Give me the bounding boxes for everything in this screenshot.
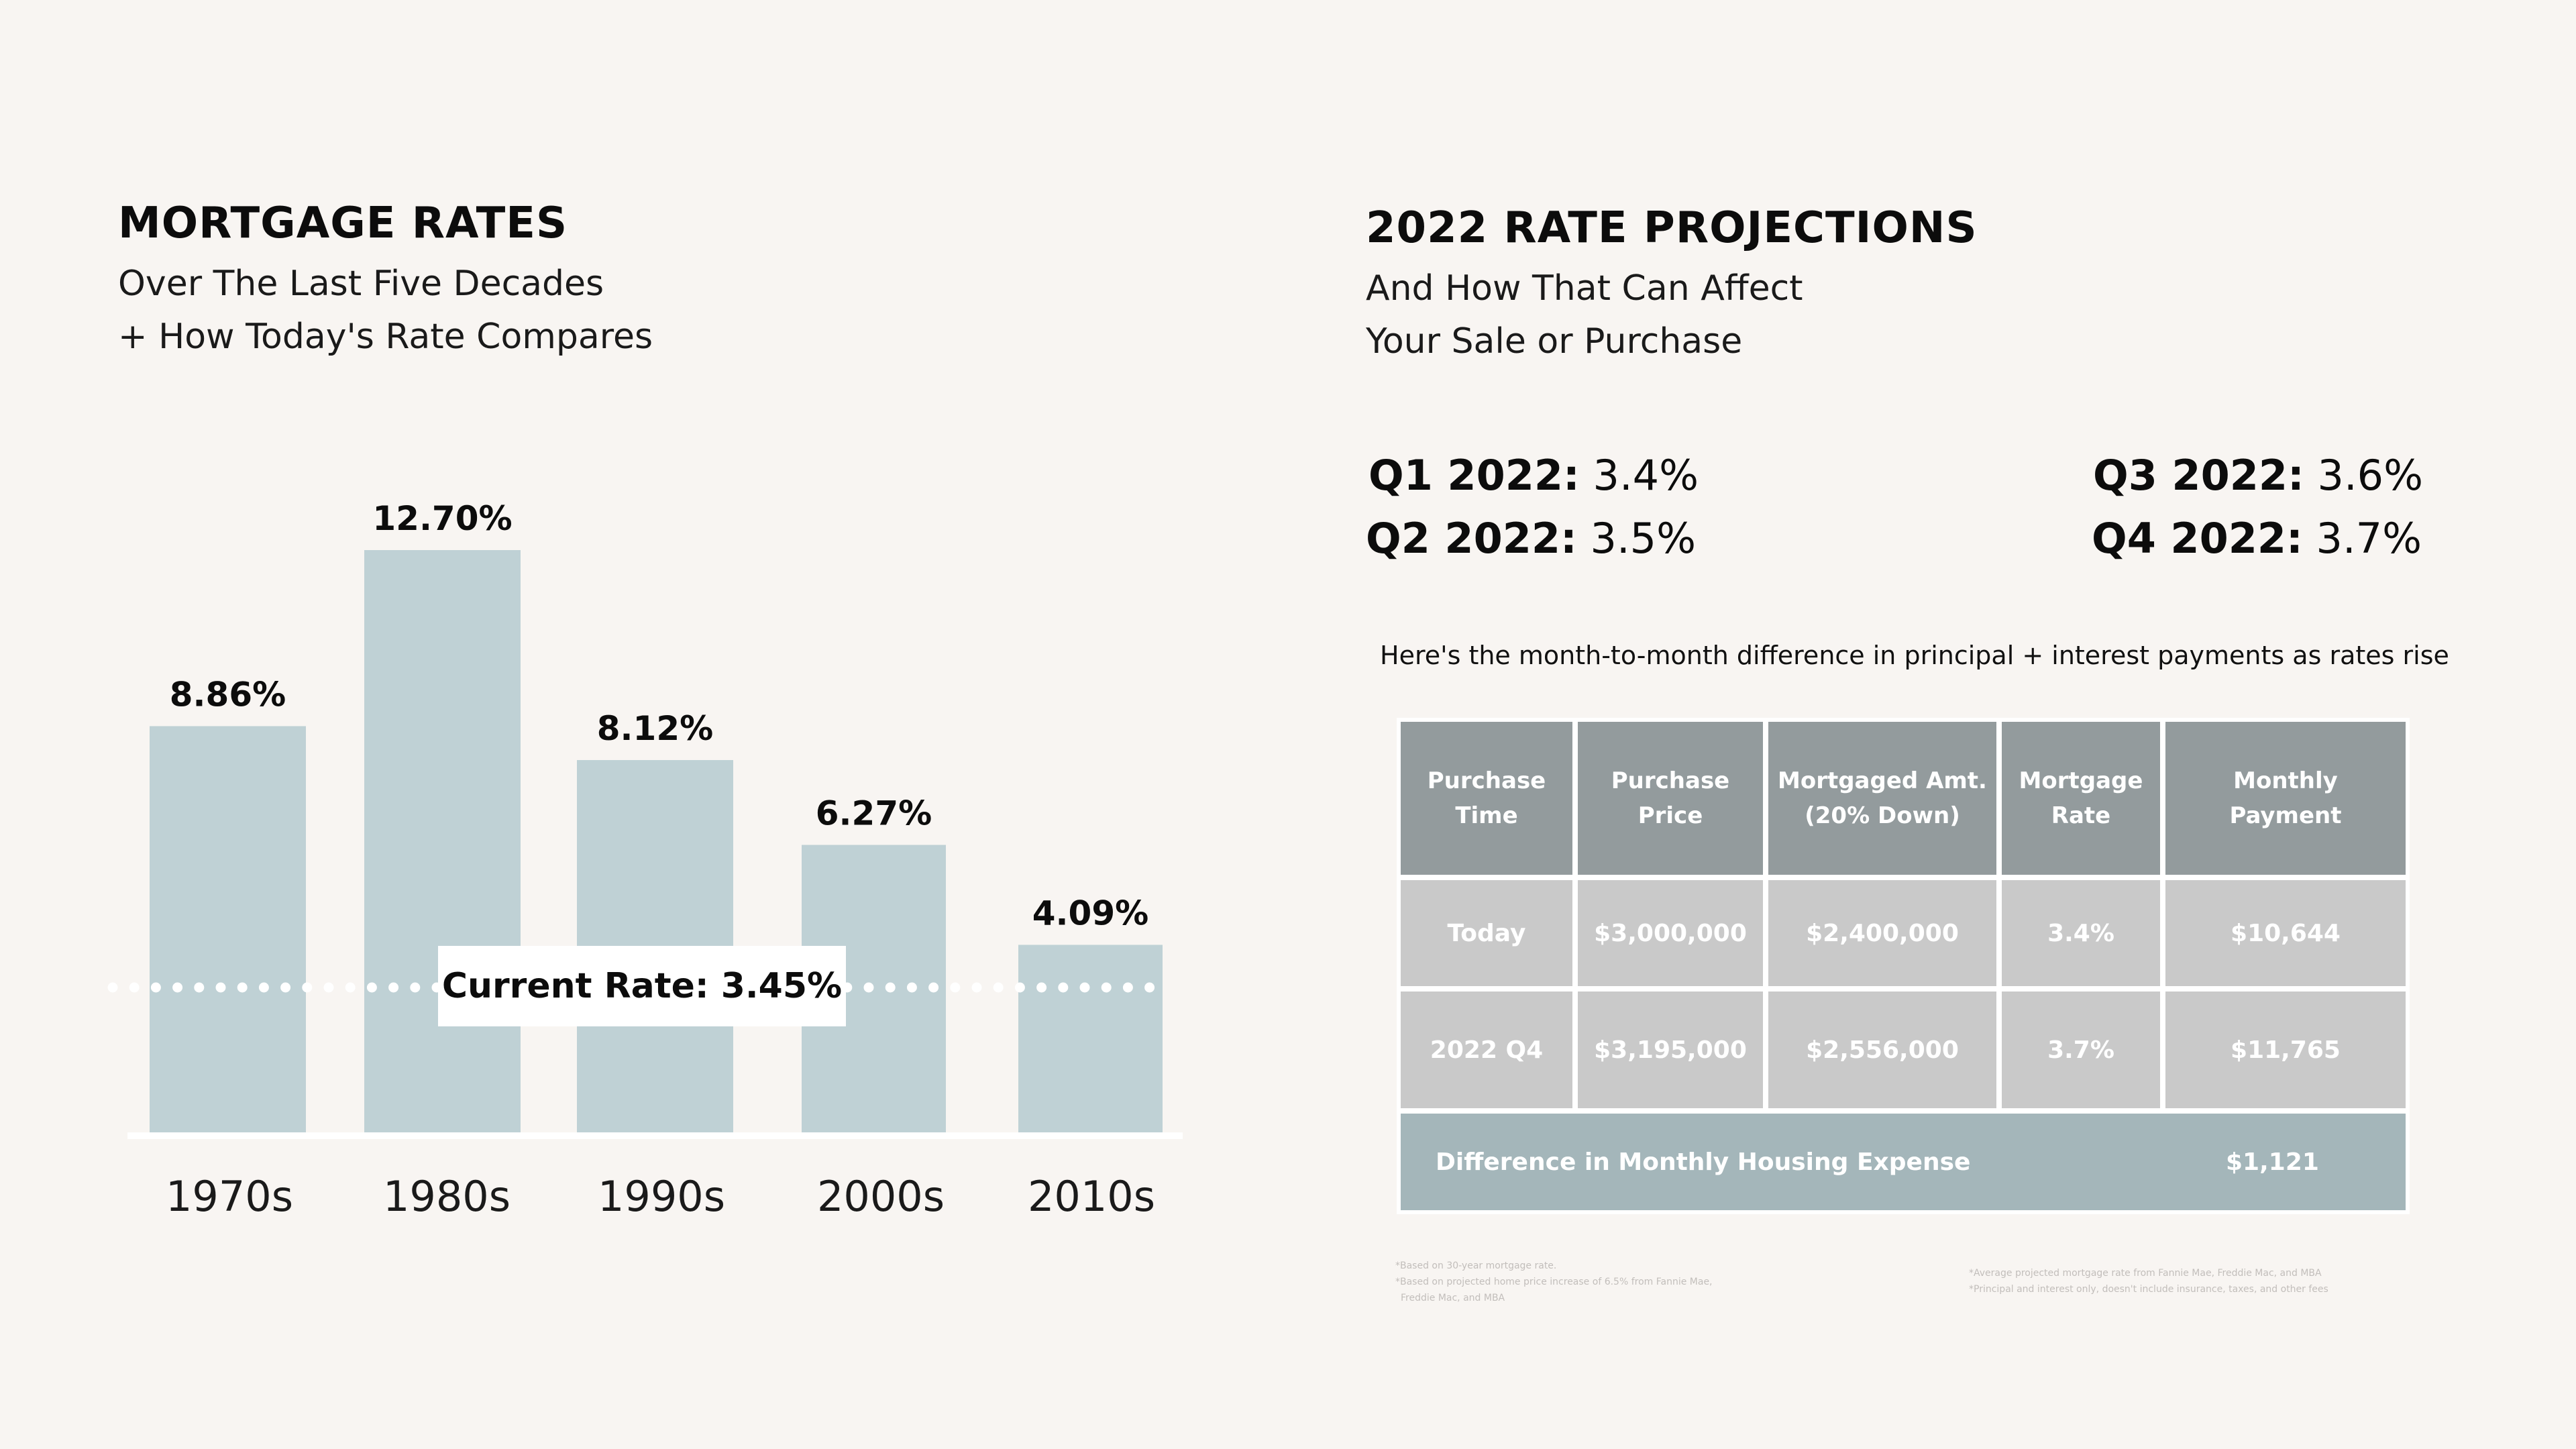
table-header-cell: Monthly Payment xyxy=(2165,722,2406,875)
difference-label: Difference in Monthly Housing Expense xyxy=(1436,1148,1971,1176)
table-header-cell: Purchase Price xyxy=(1578,722,1763,875)
table-header-cell: Purchase Time xyxy=(1401,722,1572,875)
projection-q2: Q2 2022: 3.5% xyxy=(1366,514,1697,563)
reference-line-dot xyxy=(1036,982,1047,993)
current-rate-label: Current Rate: 3.45% xyxy=(441,966,843,1006)
projection-q1: Q1 2022: 3.4% xyxy=(1368,451,1699,500)
table-intro: Here's the month-to-month difference in … xyxy=(1380,641,2449,670)
reference-line-dot xyxy=(302,982,313,993)
table-cell: $10,644 xyxy=(2165,880,2406,986)
bar-1980s xyxy=(364,550,521,1132)
category-label: 1980s xyxy=(383,1172,511,1221)
reference-line-dot xyxy=(237,982,248,993)
footnote: *Principal and interest only, doesn't in… xyxy=(1969,1284,2328,1295)
chart-title: MORTGAGE RATES xyxy=(118,199,568,248)
bar-chart: 8.86% 1970s 12.70% 1980s 8.12% 1990s 6.27% 2000… xyxy=(107,499,1183,1221)
difference-value: $1,121 xyxy=(2226,1148,2319,1176)
table-cell: 3.4% xyxy=(2002,880,2160,986)
bar-value-label: 6.27% xyxy=(816,794,932,833)
reference-line-dot xyxy=(345,982,356,993)
reference-line-dot xyxy=(863,982,874,993)
table-cell: Today xyxy=(1401,880,1572,986)
category-label: 1990s xyxy=(598,1172,725,1221)
table-header-cell: Mortgage Rate xyxy=(2002,722,2160,875)
projection-q4: Q4 2022: 3.7% xyxy=(2092,514,2422,563)
reference-line-dot xyxy=(410,982,421,993)
reference-line-dot xyxy=(172,982,183,993)
footnote: *Average projected mortgage rate from Fa… xyxy=(1969,1268,2322,1279)
reference-line-dot xyxy=(885,982,896,993)
payment-table: Purchase Time Purchase Price Mortgaged A… xyxy=(1397,718,2410,1214)
bar-2010s xyxy=(1018,945,1163,1132)
table-cell: $2,400,000 xyxy=(1768,880,1996,986)
footnote: *Based on 30-year mortgage rate. xyxy=(1395,1260,1557,1271)
reference-line-dot xyxy=(280,982,291,993)
table-cell: $11,765 xyxy=(2165,991,2406,1108)
projections-subtitle-line1: And How That Can Affect xyxy=(1366,268,1803,309)
bar-value-label: 8.12% xyxy=(597,709,713,748)
chart-subtitle-line2: + How Today's Rate Compares xyxy=(118,317,653,357)
current-rate-box: Current Rate: 3.45% xyxy=(438,946,846,1026)
reference-line-dot xyxy=(993,982,1004,993)
projections-title: 2022 RATE PROJECTIONS xyxy=(1366,203,1978,253)
table-cell: $3,195,000 xyxy=(1578,991,1763,1108)
reference-line-dot xyxy=(1058,982,1069,993)
difference-row: Difference in Monthly Housing Expense $1… xyxy=(1401,1114,2406,1210)
category-label: 1970s xyxy=(166,1172,293,1221)
reference-line-dot xyxy=(194,982,205,993)
reference-line-dot xyxy=(1079,982,1090,993)
reference-line-dot xyxy=(129,982,140,993)
category-label: 2010s xyxy=(1028,1172,1155,1221)
reference-line-dot xyxy=(928,982,939,993)
reference-line-dot xyxy=(150,982,161,993)
bar-1970s xyxy=(150,726,306,1132)
footnote: Freddie Mac, and MBA xyxy=(1401,1293,1505,1303)
reference-line-dot xyxy=(906,982,917,993)
reference-line-dot xyxy=(323,982,334,993)
reference-line-dot xyxy=(1122,982,1133,993)
bar-value-label: 4.09% xyxy=(1032,894,1148,932)
reference-line-dot xyxy=(366,982,377,993)
table-cell: 3.7% xyxy=(2002,991,2160,1108)
projection-q3: Q3 2022: 3.6% xyxy=(2093,451,2424,500)
reference-line-dot xyxy=(215,982,226,993)
footnotes-left: *Based on 30-year mortgage rate. *Based … xyxy=(1395,1258,1713,1306)
bar-value-label: 8.86% xyxy=(170,675,286,714)
table-cell: $3,000,000 xyxy=(1578,880,1763,986)
reference-line-dot xyxy=(1014,982,1025,993)
projections-subtitle-line2: Your Sale or Purchase xyxy=(1366,321,1743,362)
footnote: *Based on projected home price increase … xyxy=(1395,1277,1713,1287)
chart-subtitle-line1: Over The Last Five Decades xyxy=(118,264,604,304)
reference-line-dot xyxy=(971,982,982,993)
reference-line-dot xyxy=(1144,982,1155,993)
reference-line-dot xyxy=(950,982,961,993)
reference-line-dot xyxy=(107,982,118,993)
category-label: 2000s xyxy=(817,1172,945,1221)
table-header-cell: Mortgaged Amt. (20% Down) xyxy=(1768,722,1996,875)
reference-line-dot xyxy=(258,982,269,993)
footnotes-right: *Average projected mortgage rate from Fa… xyxy=(1969,1265,2328,1297)
bar-value-label: 12.70% xyxy=(372,499,512,538)
table-cell: 2022 Q4 xyxy=(1401,991,1572,1108)
reference-line-dot xyxy=(388,982,399,993)
table-cell: $2,556,000 xyxy=(1768,991,1996,1108)
reference-line-dot xyxy=(1101,982,1112,993)
